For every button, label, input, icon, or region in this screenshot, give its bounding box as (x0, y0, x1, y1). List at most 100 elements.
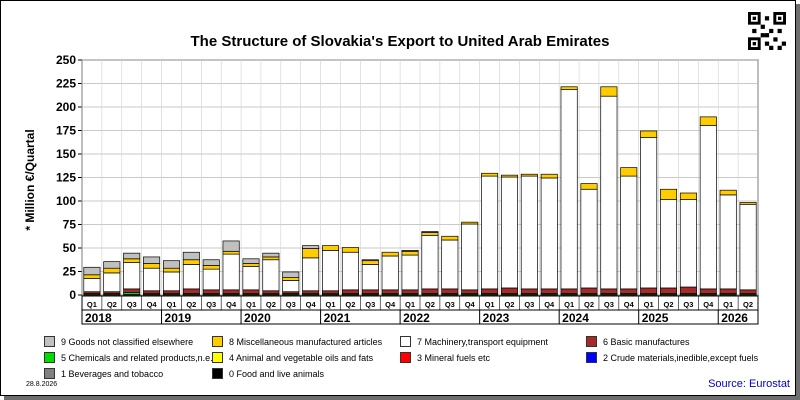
bar-segment (262, 259, 280, 292)
legend-swatch (44, 352, 55, 363)
bar-segment (540, 288, 558, 294)
bar-segment (282, 280, 300, 293)
bar-segment (540, 173, 558, 179)
legend-item: 6 Basic manufactures (586, 336, 690, 347)
bar-segment (580, 287, 598, 294)
date-stamp: 28.8.2026 (26, 381, 58, 388)
legend-swatch (400, 352, 411, 363)
quarter-tick-label: Q2 (425, 300, 435, 309)
bar-segment (461, 221, 479, 225)
quarter-tick-label: Q4 (306, 300, 317, 309)
quarter-tick-label: Q2 (584, 300, 594, 309)
bar-segment (322, 250, 340, 292)
bar-segment (282, 277, 300, 281)
bar-segment (341, 251, 359, 291)
legend-item: 2 Crude materials,inedible,except fuels (586, 352, 758, 363)
legend-label: 2 Crude materials,inedible,except fuels (603, 352, 759, 363)
legend-swatch (400, 336, 411, 347)
bar-segment (381, 251, 399, 257)
bar-segment (640, 130, 658, 138)
bar-segment (123, 262, 141, 290)
quarter-tick-label: Q1 (326, 300, 336, 309)
bar-segment (640, 287, 658, 294)
bar-segment (322, 245, 340, 251)
quarter-tick-label: Q3 (683, 300, 693, 309)
bar-segment (401, 289, 419, 294)
bar-segment (103, 261, 121, 269)
bar-segment (719, 194, 737, 290)
bar-segment (520, 173, 538, 177)
quarter-tick-label: Q2 (107, 300, 117, 309)
legend-item: 9 Goods not classified elsewhere (44, 336, 193, 347)
bar-segment (640, 137, 658, 289)
bar-segment (620, 175, 638, 290)
quarter-tick-label: Q4 (544, 300, 555, 309)
bar-segment (361, 260, 379, 265)
bar-segment (421, 288, 439, 294)
y-tick-label: 150 (56, 147, 76, 161)
bar-segment (222, 250, 240, 255)
bar-segment (580, 188, 598, 289)
year-label: 2023 (483, 311, 510, 325)
y-tick-label: 225 (56, 77, 76, 91)
quarter-tick-label: Q4 (147, 300, 158, 309)
legend-swatch (44, 336, 55, 347)
quarter-tick-label: Q2 (345, 300, 355, 309)
bar-segment (699, 124, 717, 290)
bar-segment (162, 267, 180, 273)
year-label: 2020 (244, 311, 271, 325)
bar-segment (302, 248, 320, 259)
bar-segment (302, 245, 320, 249)
bar-segment (719, 288, 737, 294)
legend-label: 6 Basic manufactures (603, 336, 690, 347)
bar-segment (182, 288, 200, 294)
bar-segment (660, 199, 678, 289)
year-label: 2018 (85, 311, 112, 325)
y-tick-label: 25 (63, 265, 77, 279)
year-label: 2022 (403, 311, 430, 325)
legend-label: 4 Animal and vegetable oils and fats (229, 352, 374, 363)
y-tick-label: 50 (63, 241, 77, 255)
legend-item: 4 Animal and vegetable oils and fats (212, 352, 373, 363)
year-label: 2025 (642, 311, 669, 325)
bar-segment (242, 258, 260, 264)
bar-segment (83, 266, 101, 276)
bar-segment (441, 235, 459, 241)
bar-segment (143, 267, 161, 292)
year-label: 2021 (324, 311, 351, 325)
bar-segment (222, 289, 240, 294)
bar-segment (699, 288, 717, 294)
bar-segment (500, 287, 518, 294)
quarter-tick-label: Q3 (206, 300, 216, 309)
quarter-tick-label: Q3 (604, 300, 614, 309)
bar-segment (699, 116, 717, 126)
bar-segment (401, 250, 419, 256)
bar-segment (540, 177, 558, 290)
bar-segment (500, 176, 518, 289)
bar-segment (560, 89, 578, 290)
quarter-tick-label: Q1 (485, 300, 495, 309)
bar-segment (739, 202, 757, 205)
bar-segment (262, 252, 280, 258)
quarter-tick-label: Q4 (226, 300, 237, 309)
quarter-tick-label: Q1 (723, 300, 733, 309)
bar-segment (182, 251, 200, 261)
year-label: 2019 (165, 311, 192, 325)
quarter-tick-label: Q1 (166, 300, 176, 309)
chart-title: The Structure of Slovakia's Export to Un… (190, 33, 610, 50)
bar-segment (162, 260, 180, 269)
quarter-tick-label: Q2 (664, 300, 674, 309)
bar-segment (262, 256, 280, 261)
quarter-tick-label: Q1 (644, 300, 654, 309)
bar-segment (481, 175, 499, 290)
y-tick-label: 75 (63, 218, 77, 232)
bar-segment (242, 265, 260, 291)
bar-segment (123, 252, 141, 260)
bar-segment (520, 175, 538, 290)
bar-segment (302, 257, 320, 292)
legend-item: 7 Machinery,transport equipment (400, 336, 548, 347)
quarter-tick-label: Q2 (266, 300, 276, 309)
bar-segment (739, 203, 757, 291)
bar-segment (182, 259, 200, 265)
